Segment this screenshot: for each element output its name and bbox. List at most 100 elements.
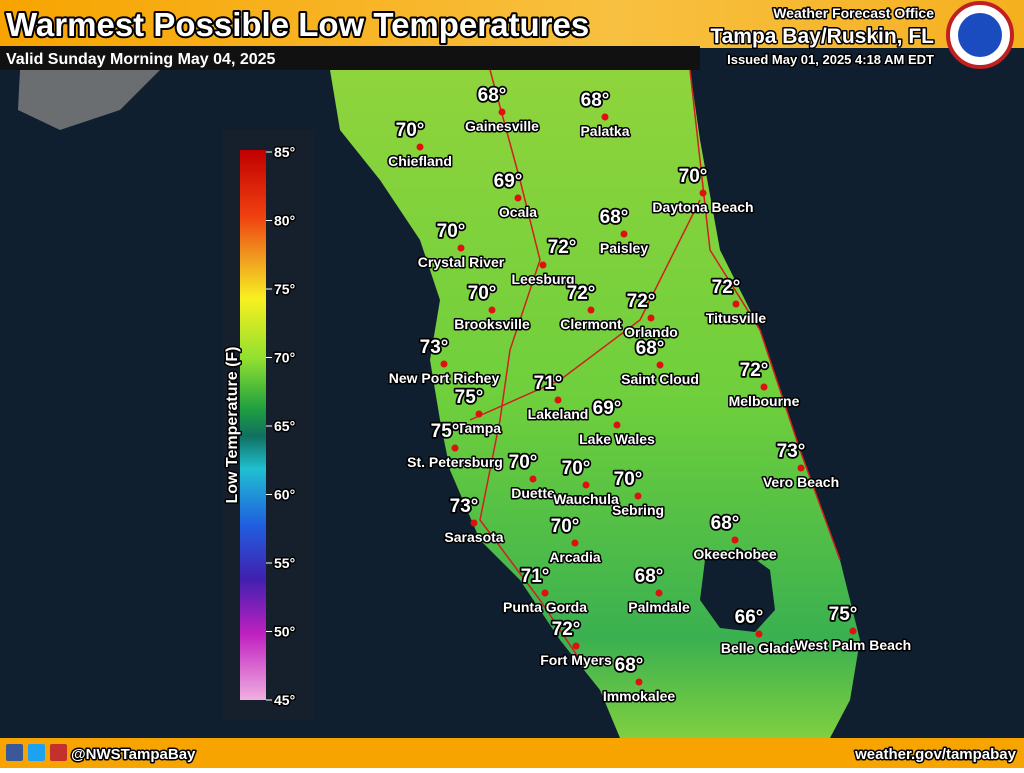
- url[interactable]: weather.gov/tampabay: [853, 745, 1019, 765]
- city-temp: 68°: [478, 85, 507, 106]
- city-name: New Port Richey: [389, 370, 500, 386]
- legend-tick-label: 85°: [274, 144, 295, 160]
- city-temp: 72°: [627, 291, 656, 312]
- legend-box: [222, 130, 315, 720]
- city-dot: [440, 360, 448, 368]
- city-name: Brooksville: [454, 316, 530, 332]
- city-name: Immokalee: [603, 688, 676, 704]
- issued: Issued May 01, 2025 4:18 AM EDT: [727, 52, 934, 67]
- city-dot: [457, 244, 465, 252]
- city-name: Tampa: [457, 420, 501, 436]
- city-dot: [529, 475, 537, 483]
- legend-tick-label: 45°: [274, 692, 295, 708]
- city-temp: 72°: [567, 283, 596, 304]
- city-dot: [541, 589, 549, 597]
- legend-tick-label: 55°: [274, 555, 295, 571]
- city-dot: [572, 642, 580, 650]
- city-name: Palatka: [580, 123, 629, 139]
- panhandle: [0, 70, 330, 130]
- city-temp: 68°: [581, 90, 610, 111]
- city-temp: 70°: [551, 516, 580, 537]
- city-temp: 69°: [593, 398, 622, 419]
- twitter-icon[interactable]: [28, 744, 45, 761]
- city-temp: 75°: [829, 604, 858, 625]
- city-dot: [731, 536, 739, 544]
- city-name: Arcadia: [549, 549, 601, 565]
- city-name: Orlando: [624, 324, 678, 340]
- city-temp: 71°: [534, 373, 563, 394]
- city-dot: [647, 314, 655, 322]
- city-name: Chiefland: [388, 153, 452, 169]
- city-dot: [699, 189, 707, 197]
- city-dot: [451, 444, 459, 452]
- lake-okeechobee: [700, 548, 775, 632]
- city-temp: 68°: [635, 566, 664, 587]
- city-temp: 66°: [735, 607, 764, 628]
- city-dot: [634, 492, 642, 500]
- city-name: Leesburg: [511, 271, 574, 287]
- city-dot: [416, 143, 424, 151]
- city-name: St. Petersburg: [407, 454, 503, 470]
- nws-logo-inner: [958, 13, 1002, 57]
- city-temp: 68°: [711, 513, 740, 534]
- city-temp: 70°: [396, 120, 425, 141]
- city-name: Lake Wales: [579, 431, 655, 447]
- city-dot: [655, 589, 663, 597]
- city-temp: 71°: [521, 566, 550, 587]
- youtube-icon[interactable]: [50, 744, 67, 761]
- city-temp: 73°: [420, 337, 449, 358]
- city-temp: 72°: [552, 619, 581, 640]
- city-dot: [539, 261, 547, 269]
- city-name: Saint Cloud: [621, 371, 699, 387]
- city-temp: 70°: [614, 469, 643, 490]
- city-dot: [760, 383, 768, 391]
- city-temp: 73°: [777, 441, 806, 462]
- city-name: Palmdale: [628, 599, 690, 615]
- city-temp: 72°: [712, 277, 741, 298]
- office: Weather Forecast Office: [773, 5, 934, 21]
- city-name: Wauchula: [553, 491, 619, 507]
- city-dot: [613, 421, 621, 429]
- city-name: Ocala: [499, 204, 537, 220]
- city-name: Fort Myers: [540, 652, 612, 668]
- city-name: West Palm Beach: [795, 637, 911, 653]
- city-dot: [755, 630, 763, 638]
- legend-tick-label: 60°: [274, 487, 295, 503]
- city-dot: [849, 627, 857, 635]
- city-temp: 70°: [679, 166, 708, 187]
- city-name: Vero Beach: [763, 474, 839, 490]
- city-temp: 70°: [468, 283, 497, 304]
- handle: @NWSTampaBay: [71, 746, 196, 763]
- city-name: Paisley: [600, 240, 648, 256]
- title-bar: [0, 0, 1024, 48]
- city-name: Okeechobee: [693, 546, 776, 562]
- city-name: Titusville: [706, 310, 767, 326]
- city-temp: 68°: [615, 655, 644, 676]
- location: Tampa Bay/Ruskin, FL: [710, 25, 934, 48]
- city-name: Daytona Beach: [652, 199, 753, 215]
- valid-date: Valid Sunday Morning May 04, 2025: [6, 51, 276, 68]
- city-name: Gainesville: [465, 118, 539, 134]
- legend-tick-label: 50°: [274, 624, 295, 640]
- city-dot: [732, 300, 740, 308]
- city-temp: 72°: [548, 237, 577, 258]
- city-name: Lakeland: [528, 406, 589, 422]
- facebook-icon[interactable]: [6, 744, 23, 761]
- city-dot: [620, 230, 628, 238]
- city-name: Clermont: [560, 316, 622, 332]
- city-name: Melbourne: [729, 393, 800, 409]
- city-dot: [582, 481, 590, 489]
- city-dot: [554, 396, 562, 404]
- legend-title: Low Temperature (F): [224, 346, 241, 503]
- city-dot: [797, 464, 805, 472]
- title: Warmest Possible Low Temperatures: [6, 6, 589, 43]
- city-temp: 75°: [455, 387, 484, 408]
- city-name: Duette: [511, 485, 555, 501]
- city-temp: 70°: [562, 458, 591, 479]
- colorbar: [240, 150, 266, 700]
- legend-tick-label: 70°: [274, 350, 295, 366]
- city-dot: [656, 361, 664, 369]
- city-dot: [571, 539, 579, 547]
- city-name: Crystal River: [418, 254, 505, 270]
- legend-tick-label: 75°: [274, 281, 295, 297]
